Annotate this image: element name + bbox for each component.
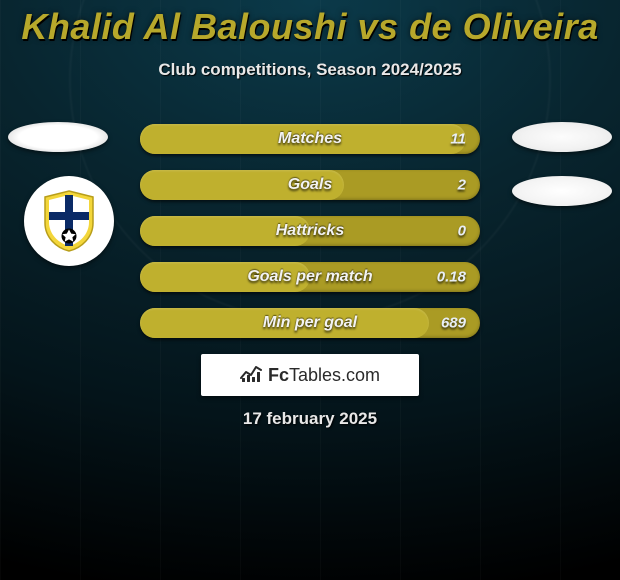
chart-icon bbox=[240, 363, 262, 388]
brand-suffix: Tables.com bbox=[289, 365, 380, 385]
stat-row: Matches11 bbox=[140, 124, 480, 154]
stat-label: Min per goal bbox=[140, 314, 480, 332]
player-avatar-right-top bbox=[512, 122, 612, 152]
brand-text: FcTables.com bbox=[268, 365, 380, 386]
brand-prefix: Fc bbox=[268, 365, 289, 385]
date-label: 17 february 2025 bbox=[0, 409, 620, 429]
stat-value: 11 bbox=[450, 131, 466, 148]
stat-label: Matches bbox=[140, 130, 480, 148]
stat-row: Hattricks0 bbox=[140, 216, 480, 246]
club-crest-icon bbox=[41, 189, 97, 253]
stats-list: Matches11 Goals2 Hattricks0 Goals per match… bbox=[140, 124, 480, 354]
stat-value: 2 bbox=[458, 177, 466, 194]
page-title: Khalid Al Baloushi vs de Oliveira bbox=[0, 6, 620, 48]
content-area: Khalid Al Baloushi vs de Oliveira Club c… bbox=[0, 0, 620, 80]
stat-row: Min per goal689 bbox=[140, 308, 480, 338]
player-avatar-right-bottom bbox=[512, 176, 612, 206]
stat-value: 689 bbox=[441, 315, 466, 332]
season-subtitle: Club competitions, Season 2024/2025 bbox=[0, 60, 620, 80]
club-badge bbox=[24, 176, 114, 266]
stat-row: Goals per match0.18 bbox=[140, 262, 480, 292]
stat-label: Goals bbox=[140, 176, 480, 194]
stat-row: Goals2 bbox=[140, 170, 480, 200]
stat-value: 0.18 bbox=[437, 269, 466, 286]
brand-box: FcTables.com bbox=[201, 354, 419, 396]
stat-label: Hattricks bbox=[140, 222, 480, 240]
stat-label: Goals per match bbox=[140, 268, 480, 286]
player-avatar-left bbox=[8, 122, 108, 152]
stat-value: 0 bbox=[458, 223, 466, 240]
